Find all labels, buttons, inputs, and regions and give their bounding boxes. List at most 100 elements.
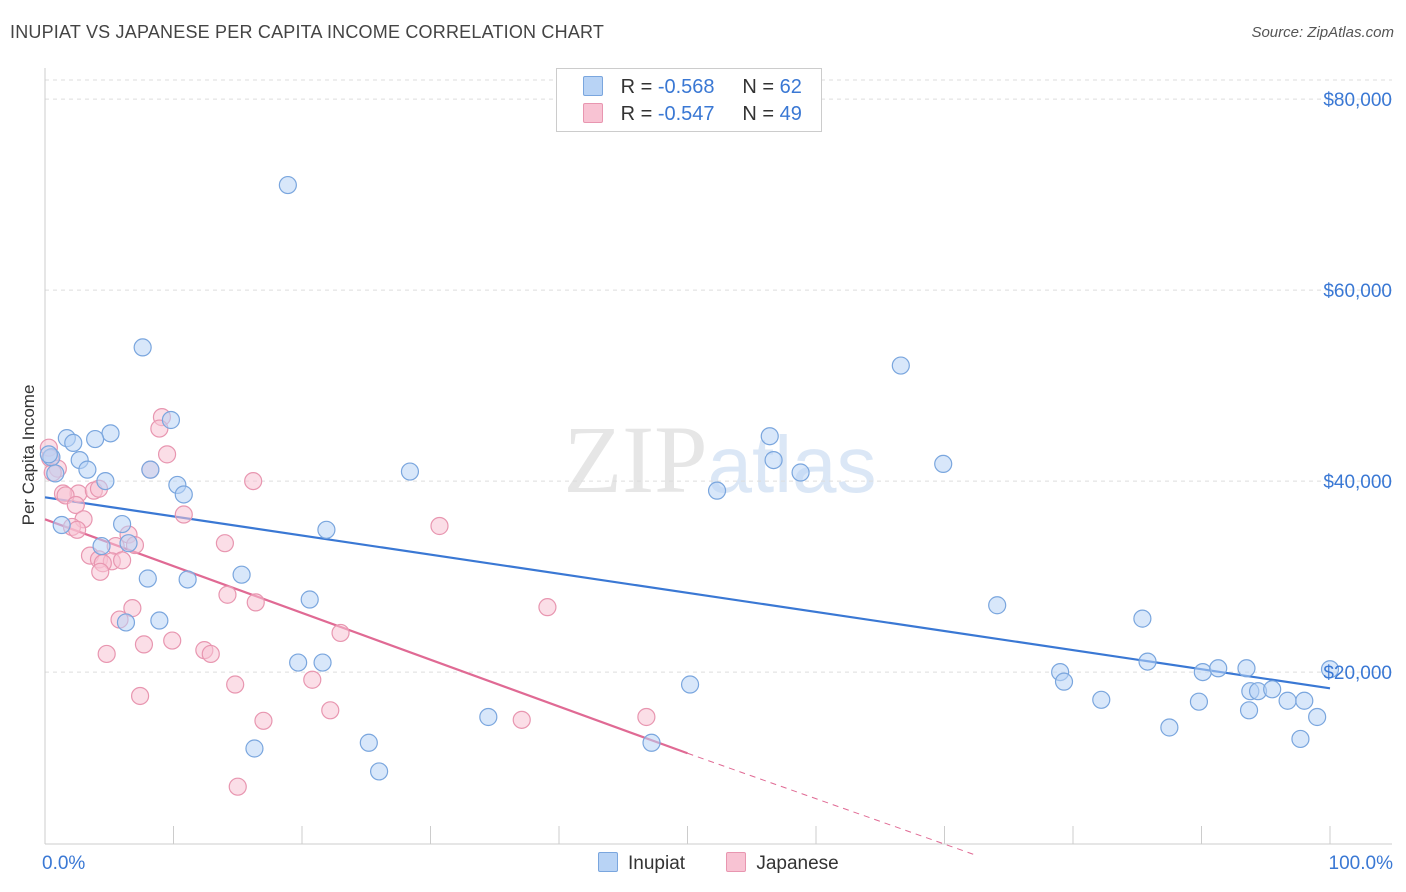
legend-row-japanese: R = -0.547 N = 49	[583, 103, 802, 126]
inupiat-point	[934, 454, 953, 474]
y-axis-label: Per Capita Income	[19, 385, 38, 526]
inupiat-point	[891, 356, 910, 375]
gridlines	[45, 79, 1392, 673]
inupiat-point	[1237, 659, 1256, 678]
japanese-point	[66, 495, 85, 515]
y-tick-label: $20,000	[1323, 663, 1392, 684]
inupiat-point	[161, 410, 181, 430]
inupiat-point	[791, 463, 810, 482]
inupiat-point	[680, 675, 700, 694]
inupiat-point	[116, 613, 136, 632]
inupiat-point	[150, 611, 169, 630]
inupiat-point	[289, 653, 308, 672]
inupiat-point	[1239, 701, 1259, 720]
inupiat-point	[138, 569, 157, 588]
correlation-legend: R = -0.568 N = 62 R = -0.547 N = 49	[556, 68, 822, 132]
inupiat-point	[1160, 718, 1179, 737]
japanese-point	[228, 777, 247, 796]
japanese-point	[430, 516, 449, 536]
inupiat-point	[479, 707, 498, 727]
japanese-point	[637, 707, 656, 727]
inupiat-point	[1193, 662, 1212, 682]
inupiat-point	[764, 450, 783, 470]
inupiat-point	[245, 739, 264, 758]
watermark-atlas: atlas	[708, 420, 877, 509]
inupiat-point	[370, 762, 389, 781]
inupiat-point	[1308, 707, 1327, 727]
inupiat-point	[1092, 690, 1111, 709]
inupiat-point	[1263, 680, 1282, 699]
watermark-zip: ZIP	[564, 406, 708, 513]
japanese-point	[157, 445, 177, 464]
trend-lines	[44, 496, 1331, 856]
inupiat-point	[988, 596, 1007, 615]
japanese-trend-extension	[687, 752, 977, 856]
inupiat-point	[707, 481, 727, 500]
legend-n-label: N =	[742, 76, 775, 98]
tick-labels: $20,000 $40,000 $60,000 $80,000 0.0% 100.0%	[42, 90, 1393, 874]
inupiat-point	[92, 536, 111, 556]
inupiat-point	[1138, 652, 1157, 671]
inupiat-point	[101, 424, 120, 443]
japanese-point	[512, 710, 531, 729]
japanese-point	[97, 644, 116, 664]
japanese-point	[218, 585, 237, 604]
inupiat-point	[642, 733, 661, 752]
japanese-point	[246, 593, 265, 612]
japanese-swatch	[583, 103, 603, 123]
inupiat-point	[1278, 691, 1297, 710]
japanese-trend-line	[44, 518, 688, 755]
inupiat-point	[400, 462, 420, 481]
inupiat-point	[39, 445, 58, 464]
inupiat-point	[300, 590, 319, 609]
legend-item-inupiat: Inupiat	[598, 852, 685, 875]
japanese-point	[201, 644, 220, 664]
japanese-point	[303, 670, 322, 689]
japanese-point	[163, 631, 182, 650]
inupiat-point	[64, 433, 83, 452]
japanese-point	[130, 686, 150, 706]
inupiat-point	[1320, 660, 1340, 679]
inupiat-swatch	[598, 852, 618, 872]
inupiat-point	[174, 485, 193, 504]
inupiat-point	[232, 565, 251, 584]
inupiat-point	[86, 429, 105, 449]
data-points	[39, 175, 1340, 796]
inupiat-point	[760, 427, 779, 446]
inupiat-point	[141, 460, 160, 479]
legend-r-label: R =	[620, 103, 653, 125]
japanese-point	[134, 635, 154, 654]
legend-r-value: -0.547	[657, 103, 715, 125]
japanese-point	[174, 505, 193, 524]
inupiat-point	[1189, 692, 1209, 711]
inupiat-point	[1209, 659, 1228, 678]
inupiat-point	[1295, 691, 1314, 710]
inupiat-point	[1133, 609, 1152, 628]
y-tick-label: $60,000	[1323, 281, 1392, 302]
inupiat-point	[313, 653, 332, 672]
inupiat-point	[178, 570, 197, 589]
inupiat-point	[359, 733, 378, 752]
inupiat-point	[78, 460, 97, 479]
legend-label-inupiat: Inupiat	[628, 853, 686, 874]
y-tick-label: $80,000	[1323, 90, 1392, 111]
legend-label-japanese: Japanese	[756, 853, 839, 874]
japanese-point	[331, 623, 350, 643]
inupiat-point	[1054, 672, 1074, 691]
inupiat-point	[119, 534, 138, 553]
legend-r-value: -0.568	[657, 76, 715, 98]
inupiat-point	[112, 514, 132, 534]
japanese-point	[215, 534, 234, 553]
inupiat-point	[52, 515, 71, 535]
legend-n-label: N =	[742, 103, 775, 125]
inupiat-point	[278, 175, 297, 195]
japanese-point	[321, 701, 340, 720]
japanese-swatch	[726, 852, 747, 872]
japanese-point	[91, 562, 110, 581]
source-credit: Source: ZipAtlas.com	[1251, 24, 1394, 41]
inupiat-trend-line	[44, 496, 1331, 690]
chart-title: INUPIAT VS JAPANESE PER CAPITA INCOME CO…	[10, 22, 605, 42]
y-tick-label: $40,000	[1323, 472, 1392, 493]
japanese-point	[112, 551, 132, 570]
inupiat-point	[317, 520, 336, 539]
